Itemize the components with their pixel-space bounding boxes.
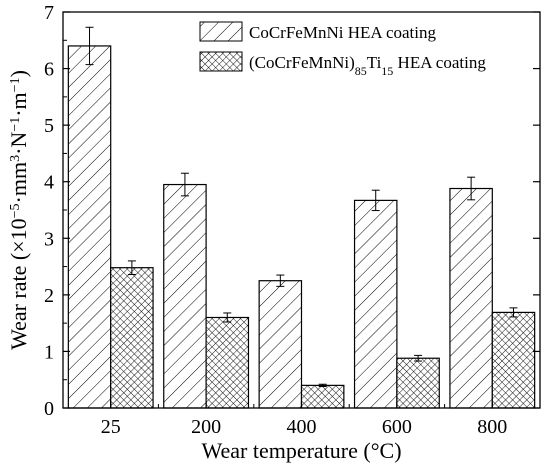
bar-series1-600 <box>353 199 398 409</box>
y-tick-label: 5 <box>44 115 54 137</box>
y-tick-label: 2 <box>44 285 54 307</box>
legend-swatch-series1 <box>199 21 243 42</box>
bar-series2-200 <box>205 316 250 409</box>
error-bar-series2-200 <box>223 312 232 323</box>
error-bar-series1-25 <box>85 26 94 66</box>
bar-series1-800 <box>449 187 493 409</box>
x-tick-label-800: 800 <box>477 416 507 438</box>
error-bar-series1-400 <box>276 274 285 287</box>
x-tick-label-25: 25 <box>101 416 121 438</box>
legend: CoCrFeMnNi HEA coating (CoCrFeMnNi)85Ti15… <box>199 21 486 78</box>
bar-series1-25 <box>67 45 112 409</box>
y-tick-label: 6 <box>44 59 54 81</box>
error-bar-series1-800 <box>467 176 476 201</box>
x-tick-label-600: 600 <box>382 416 412 438</box>
error-bar-series1-600 <box>371 189 380 212</box>
legend-label-series1: CoCrFeMnNi HEA coating <box>249 23 436 42</box>
bar-series2-600 <box>396 357 440 409</box>
y-tick-label: 7 <box>44 2 54 24</box>
x-tick-label-200: 200 <box>191 416 221 438</box>
bar-series2-400 <box>300 384 345 409</box>
error-bar-series2-400 <box>318 383 327 388</box>
error-bar-series2-25 <box>127 260 136 275</box>
bar-series1-400 <box>258 280 303 409</box>
y-tick-label: 4 <box>44 172 54 194</box>
bar-series1-200 <box>163 183 207 409</box>
error-bar-series2-600 <box>414 354 423 362</box>
legend-label-series2: (CoCrFeMnNi)85Ti15 HEA coating <box>249 53 486 78</box>
bar-series2-25 <box>110 267 154 409</box>
error-bar-series2-800 <box>509 307 518 318</box>
y-tick-label: 3 <box>44 228 54 250</box>
x-axis-title: Wear temperature (°C) <box>201 438 401 463</box>
y-axis-title: Wear rate (×10−5·mm3·N−1·m−1) <box>6 70 31 350</box>
error-bar-series1-200 <box>180 172 189 197</box>
y-tick-label: 1 <box>44 341 54 363</box>
x-tick-label-400: 400 <box>287 416 317 438</box>
legend-swatch-series2 <box>199 51 243 72</box>
bar-series2-800 <box>491 311 536 409</box>
y-tick-label: 0 <box>44 398 54 420</box>
